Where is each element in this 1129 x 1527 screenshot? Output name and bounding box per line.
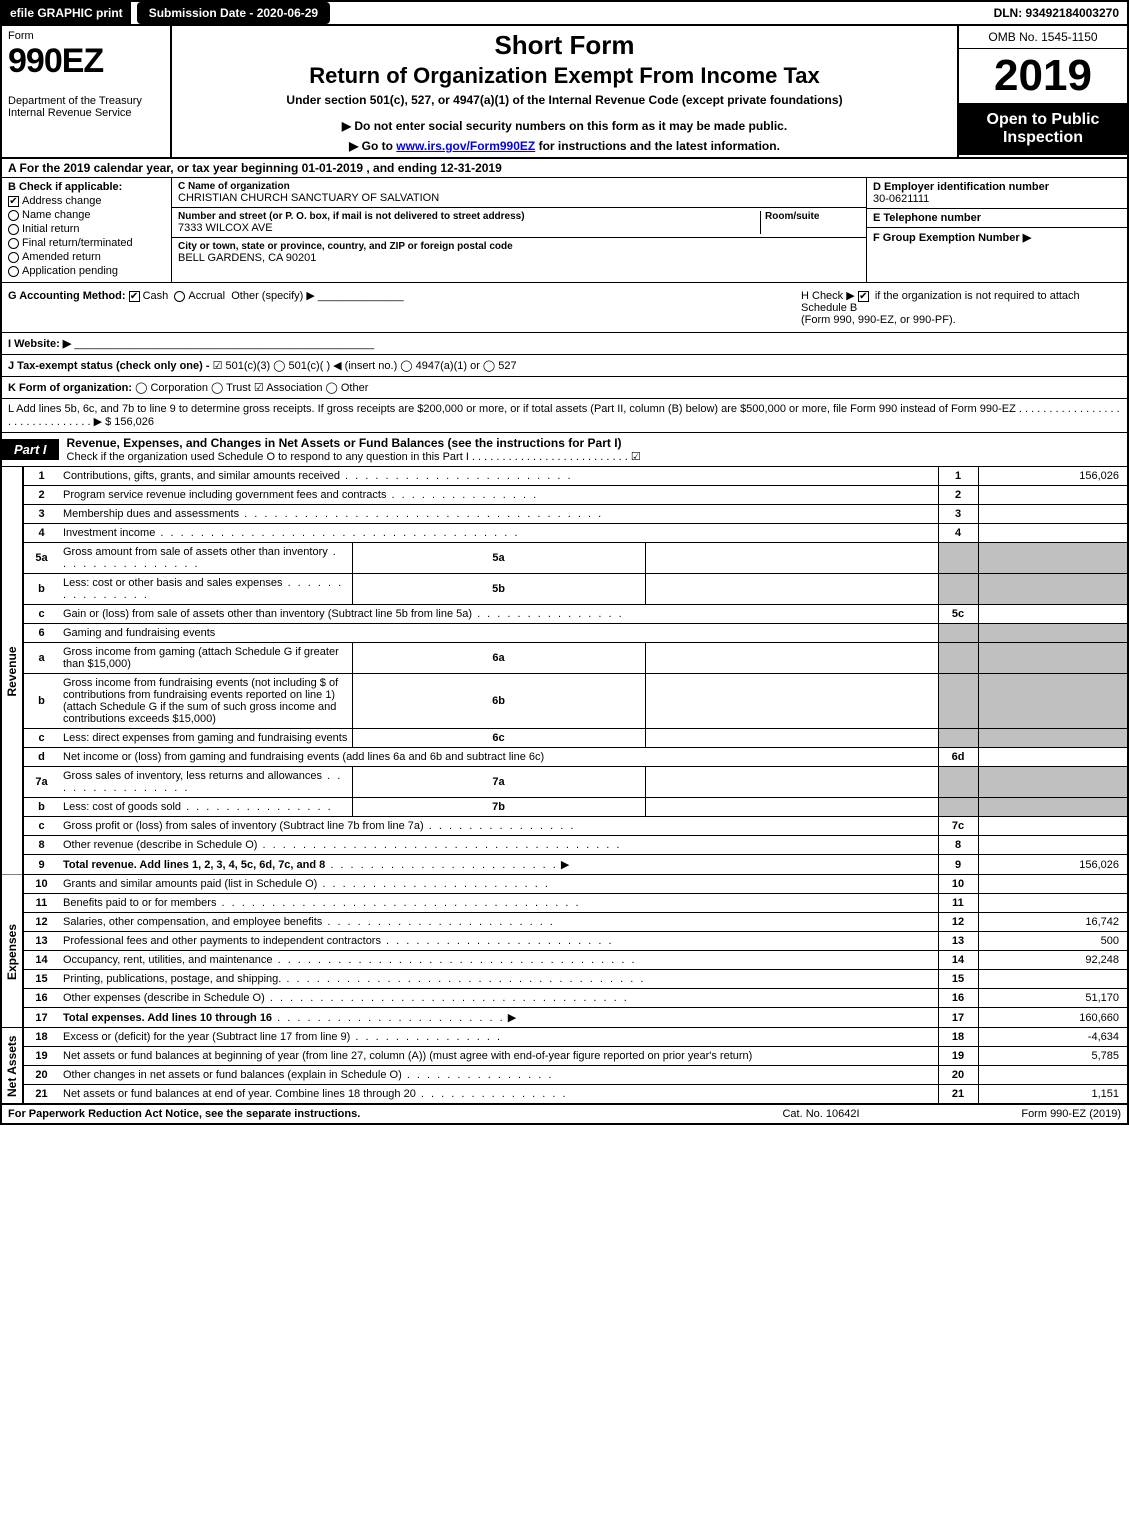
c-city-row: City or town, state or province, country… [172, 238, 866, 267]
footer-catno: Cat. No. 10642I [721, 1108, 921, 1120]
c-name-row: C Name of organization CHRISTIAN CHURCH … [172, 178, 866, 208]
form-label: Form [8, 30, 164, 42]
checkbox-icon [129, 291, 140, 302]
footer: For Paperwork Reduction Act Notice, see … [0, 1104, 1129, 1125]
form-number: 990EZ [8, 42, 164, 81]
f-group-exemption: F Group Exemption Number ▶ [867, 228, 1127, 247]
checkbox-icon [8, 196, 19, 207]
top-bar: efile GRAPHIC print Submission Date - 20… [0, 0, 1129, 26]
title-short-form: Short Form [180, 30, 949, 61]
side-expenses: Expenses [1, 875, 23, 1028]
form-header: Form 990EZ Department of the Treasury In… [0, 26, 1129, 159]
header-right: OMB No. 1545-1150 2019 Open to Public In… [957, 26, 1127, 157]
radio-icon [8, 210, 19, 221]
ein-value: 30-0621111 [873, 193, 1121, 205]
irs-link[interactable]: www.irs.gov/Form990EZ [396, 139, 535, 153]
info-grid: B Check if applicable: Address change Na… [0, 178, 1129, 283]
efile-label: efile GRAPHIC print [2, 2, 131, 24]
line-desc: Contributions, gifts, grants, and simila… [59, 467, 938, 486]
dln: DLN: 93492184003270 [986, 2, 1127, 24]
e-telephone: E Telephone number [867, 209, 1127, 228]
submission-date: Submission Date - 2020-06-29 [137, 2, 330, 24]
line-numcol: 1 [938, 467, 978, 486]
radio-icon [174, 291, 185, 302]
b-initial-return: Initial return [8, 223, 165, 235]
instructions-link-line: ▶ Go to www.irs.gov/Form990EZ for instru… [180, 139, 949, 153]
title-return: Return of Organization Exempt From Incom… [180, 63, 949, 89]
radio-icon [8, 238, 19, 249]
section-a-tax-year: A For the 2019 calendar year, or tax yea… [0, 159, 1129, 178]
tax-year: 2019 [959, 49, 1127, 103]
header-center: Short Form Return of Organization Exempt… [172, 26, 957, 157]
header-left: Form 990EZ Department of the Treasury In… [2, 26, 172, 157]
side-revenue: Revenue [1, 467, 23, 875]
b-amended-return: Amended return [8, 251, 165, 263]
city-state-zip: BELL GARDENS, CA 90201 [178, 252, 860, 264]
radio-icon [8, 224, 19, 235]
subtitle: Under section 501(c), 527, or 4947(a)(1)… [180, 93, 949, 107]
footer-formid: Form 990-EZ (2019) [921, 1108, 1121, 1120]
row-gh: G Accounting Method: Cash Accrual Other … [0, 283, 1129, 333]
footer-paperwork: For Paperwork Reduction Act Notice, see … [8, 1108, 721, 1120]
d-ein: D Employer identification number 30-0621… [867, 178, 1127, 209]
radio-icon [8, 266, 19, 277]
radio-icon [8, 252, 19, 263]
g-accounting: G Accounting Method: Cash Accrual Other … [8, 289, 801, 326]
b-final-return: Final return/terminated [8, 237, 165, 249]
j-tax-exempt: J Tax-exempt status (check only one) - ☑… [0, 355, 1129, 377]
open-to-public: Open to Public Inspection [959, 103, 1127, 155]
ssn-warning: ▶ Do not enter social security numbers o… [180, 119, 949, 133]
section-c: C Name of organization CHRISTIAN CHURCH … [172, 178, 867, 282]
part1-tab: Part I [2, 439, 59, 460]
b-application-pending: Application pending [8, 265, 165, 277]
checkbox-icon [858, 291, 869, 302]
org-name: CHRISTIAN CHURCH SANCTUARY OF SALVATION [178, 192, 860, 204]
part1-table: Revenue 1 Contributions, gifts, grants, … [0, 467, 1129, 1104]
i-website: I Website: ▶ ___________________________… [0, 333, 1129, 355]
l-gross-receipts: L Add lines 5b, 6c, and 7b to line 9 to … [0, 399, 1129, 433]
b-name-change: Name change [8, 209, 165, 221]
b-address-change: Address change [8, 195, 165, 207]
street-address: 7333 WILCOX AVE [178, 222, 760, 234]
side-netassets: Net Assets [1, 1028, 23, 1104]
section-b: B Check if applicable: Address change Na… [2, 178, 172, 282]
section-de: D Employer identification number 30-0621… [867, 178, 1127, 282]
line-val: 156,026 [978, 467, 1128, 486]
k-form-of-org: K Form of organization: ◯ Corporation ◯ … [0, 377, 1129, 399]
b-title: B Check if applicable: [8, 181, 165, 193]
omb-number: OMB No. 1545-1150 [959, 26, 1127, 49]
h-schedule-b: H Check ▶ if the organization is not req… [801, 289, 1121, 326]
part1-title: Revenue, Expenses, and Changes in Net As… [59, 433, 1127, 466]
part1-header: Part I Revenue, Expenses, and Changes in… [0, 433, 1129, 467]
dept-treasury: Department of the Treasury [8, 95, 164, 107]
dept-irs: Internal Revenue Service [8, 107, 164, 119]
line-num: 1 [23, 467, 59, 486]
c-street-row: Number and street (or P. O. box, if mail… [172, 208, 866, 238]
